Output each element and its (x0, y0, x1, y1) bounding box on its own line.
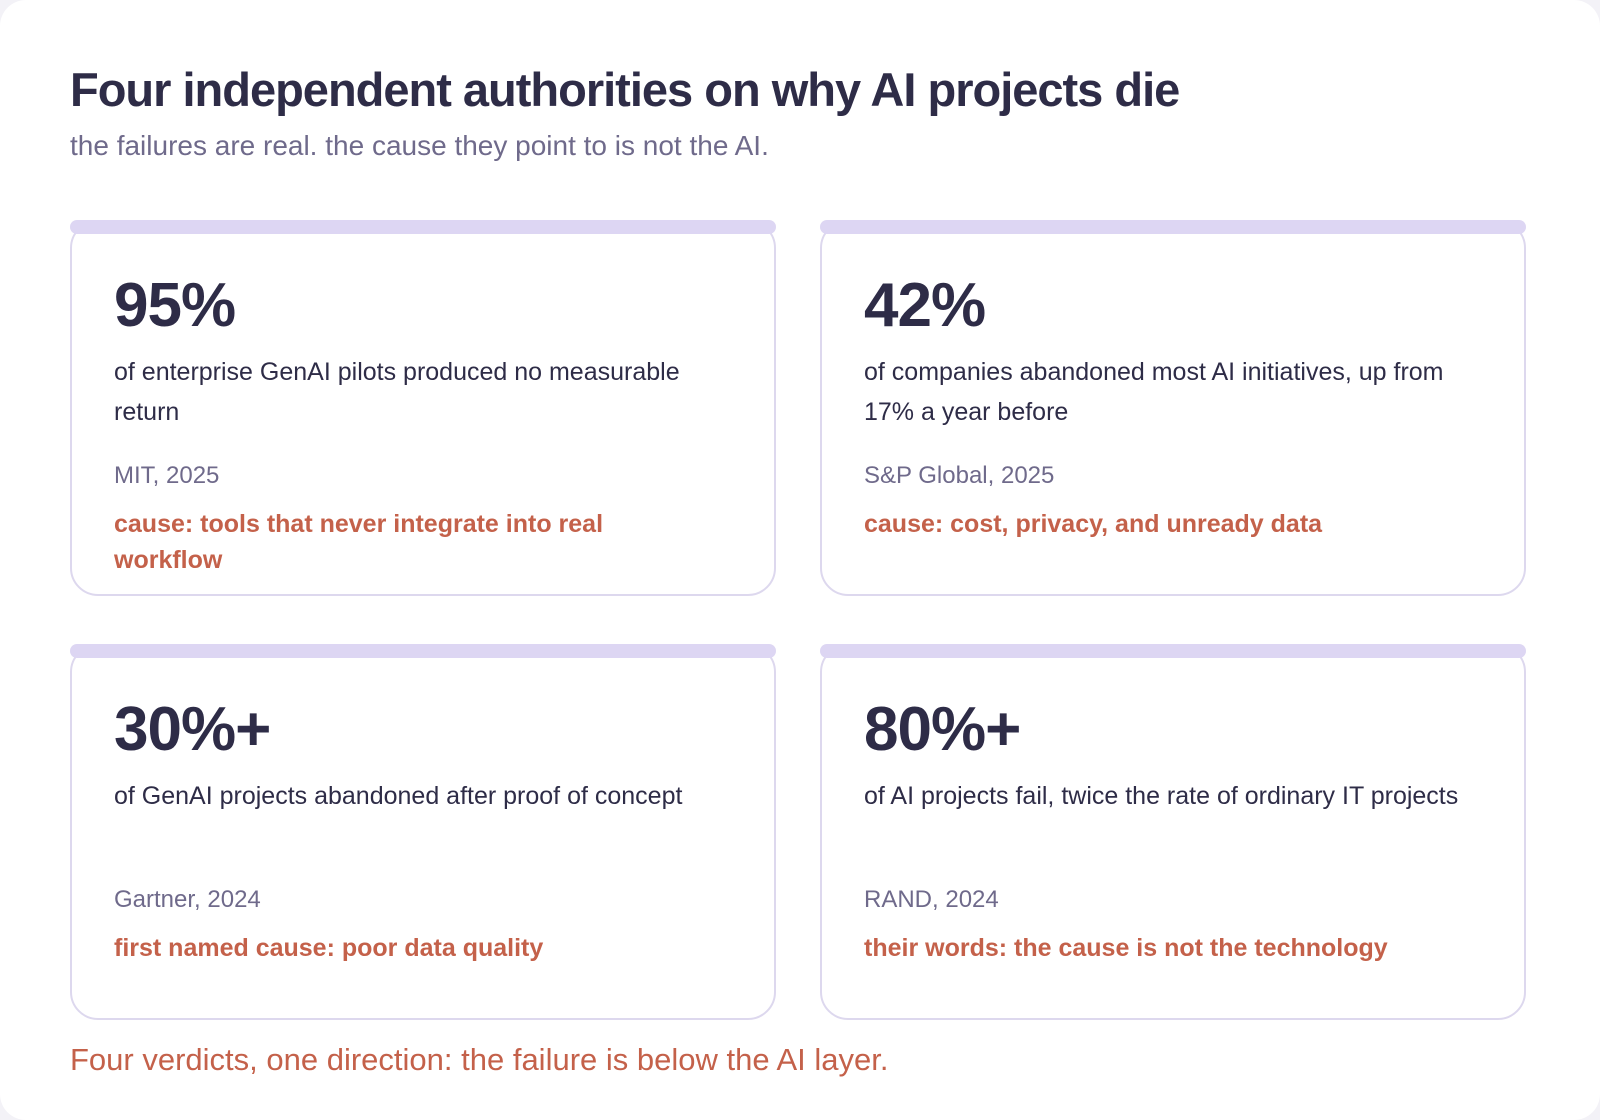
card-description: of GenAI projects abandoned after proof … (114, 782, 683, 810)
card-accent-bar (70, 644, 776, 658)
card-description: of enterprise GenAI pilots produced no m… (114, 358, 680, 426)
card-cause: first named cause: poor data quality (114, 934, 544, 962)
card-cause: cause: tools that never integrate into r… (114, 510, 604, 574)
card-accent-bar (820, 220, 1526, 234)
card-source: Gartner, 2024 (114, 886, 261, 913)
card-cause: cause: cost, privacy, and unready data (864, 510, 1323, 538)
card-source: MIT, 2025 (114, 462, 220, 489)
card-description: of AI projects fail, twice the rate of o… (864, 782, 1459, 810)
card-stat: 42% (864, 271, 986, 340)
card-description: of companies abandoned most AI initiativ… (864, 358, 1444, 426)
card-cause: their words: the cause is not the techno… (864, 934, 1388, 962)
stat-card-rand: 80%+ of AI projects fail, twice the rate… (820, 644, 1526, 1020)
page-subtitle: the failures are real. the cause they po… (70, 130, 769, 161)
page-title: Four independent authorities on why AI p… (70, 63, 1180, 116)
stat-card-gartner: 30%+ of GenAI projects abandoned after p… (70, 644, 776, 1020)
conclusion-text: Four verdicts, one direction: the failur… (70, 1042, 889, 1077)
card-accent-bar (820, 644, 1526, 658)
card-stat: 95% (114, 271, 236, 340)
card-source: RAND, 2024 (864, 886, 999, 913)
stat-card-mit: 95% of enterprise GenAI pilots produced … (70, 220, 776, 596)
stat-card-sp-global: 42% of companies abandoned most AI initi… (820, 220, 1526, 596)
card-stat: 80%+ (864, 695, 1021, 764)
card-source: S&P Global, 2025 (864, 462, 1055, 489)
card-stat: 30%+ (114, 695, 271, 764)
card-accent-bar (70, 220, 776, 234)
